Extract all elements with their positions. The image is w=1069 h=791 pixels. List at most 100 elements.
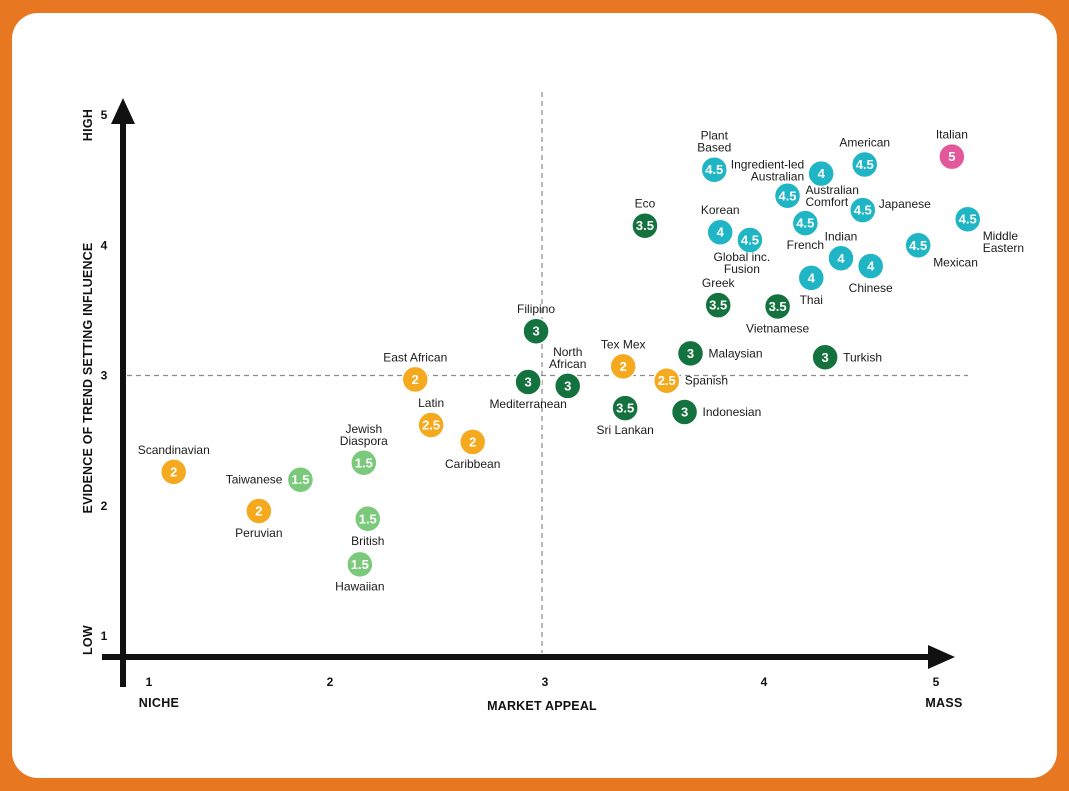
point-eco: 3.5 Eco — [631, 197, 659, 240]
point-plant-based: 4.5 Plant Based — [697, 129, 731, 184]
y-tick-label: 5 — [101, 108, 108, 122]
point-marker — [553, 372, 582, 400]
x-tick-label: 1 — [146, 675, 153, 689]
point-french: 4.5 French — [787, 209, 824, 252]
point-label: British — [351, 534, 384, 548]
point-score: 4.5 — [741, 233, 759, 248]
point-jewish-diaspora: 1.5 Jewish Diaspora — [340, 422, 388, 477]
point-label: Australian Comfort — [806, 183, 859, 209]
point-score: 4 — [717, 225, 725, 240]
x-tick-label: 2 — [327, 675, 334, 689]
point-chinese: 4 Chinese — [849, 252, 893, 295]
point-marker — [856, 252, 885, 280]
point-marker — [827, 244, 855, 273]
point-score: 2.5 — [422, 417, 440, 432]
point-score: 3.5 — [709, 298, 727, 313]
point-mediterranean: 3 Mediterranean — [489, 368, 567, 411]
point-label: Latin — [418, 396, 444, 410]
point-greek: 3.5 Greek — [702, 276, 736, 319]
point-label: Indonesian — [703, 405, 762, 419]
chart-panel — [12, 13, 1057, 778]
point-label: Caribbean — [445, 457, 500, 471]
point-score: 4.5 — [856, 157, 874, 172]
point-score: 3.5 — [636, 218, 654, 233]
point-marker — [704, 291, 732, 319]
point-british: 1.5 British — [351, 505, 384, 548]
point-label: Tex Mex — [601, 337, 646, 351]
point-score: 3 — [532, 324, 539, 339]
point-marker — [670, 398, 699, 426]
point-label: Chinese — [849, 281, 893, 295]
point-label: Italian — [936, 128, 968, 142]
point-marker — [773, 182, 802, 210]
point-korean: 4 Korean — [701, 203, 740, 246]
point-score: 4.5 — [778, 188, 796, 203]
point-score: 4.5 — [959, 212, 977, 227]
point-american: 4.5 American — [839, 135, 890, 179]
y-tick-label: 1 — [101, 629, 108, 643]
point-marker — [522, 317, 550, 345]
point-label: Eco — [635, 197, 656, 211]
x-tick-label: 5 — [933, 675, 940, 689]
point-marker — [953, 205, 982, 233]
point-marker — [245, 497, 273, 525]
point-marker — [763, 292, 792, 321]
point-ingredient-led-australian: 4 Ingredient-led Australian — [731, 158, 835, 188]
point-turkish: 3 Turkish — [811, 343, 882, 372]
point-marker — [904, 231, 932, 259]
point-label: Greek — [702, 276, 736, 290]
point-score: 2 — [255, 503, 262, 518]
point-label: Japanese — [879, 197, 931, 211]
point-latin: 2.5 Latin — [417, 396, 445, 439]
point-thai: 4 Thai — [797, 264, 826, 307]
point-score: 2 — [412, 372, 419, 387]
point-score: 3 — [525, 375, 532, 390]
x-tick-label: 4 — [761, 675, 768, 689]
point-marker — [736, 226, 764, 254]
point-mexican: 4.5 Mexican — [904, 231, 978, 269]
point-marker — [849, 196, 877, 224]
point-marker — [458, 428, 487, 456]
point-peruvian: 2 Peruvian — [235, 497, 283, 540]
point-filipino: 3 Filipino — [517, 302, 555, 345]
point-middle-eastern: 4.5 Middle Eastern — [953, 205, 1024, 255]
point-vietnamese: 3.5 Vietnamese — [746, 292, 810, 335]
y-axis-high-label: HIGH — [81, 109, 95, 141]
point-taiwanese: 1.5 Taiwanese — [226, 465, 315, 494]
y-axis-title: EVIDENCE OF TREND SETTING INFLUENCE — [81, 243, 95, 514]
point-score: 2 — [469, 434, 476, 449]
point-caribbean: 2 Caribbean — [445, 428, 500, 471]
y-axis-low-label: LOW — [81, 625, 95, 655]
point-label: Middle Eastern — [983, 229, 1024, 255]
point-label: Sri Lankan — [596, 423, 653, 437]
x-axis-low-label: NICHE — [139, 696, 179, 710]
point-label: East African — [383, 350, 447, 364]
point-score: 2 — [620, 359, 627, 374]
point-label: Spanish — [685, 374, 728, 388]
point-label: Plant Based — [697, 129, 731, 155]
point-marker — [706, 218, 734, 246]
point-indonesian: 3 Indonesian — [670, 398, 762, 426]
point-north-african: 3 North African — [549, 345, 586, 400]
data-points: 5 Italian 4.5 American 4.5 Plant Based 4 Ingredi… — [138, 128, 1024, 594]
y-tick-label: 3 — [101, 369, 108, 383]
point-tex-mex: 2 Tex Mex — [601, 337, 646, 381]
point-score: 1.5 — [291, 472, 309, 487]
point-global-inc-fusion: 4.5 Global inc. Fusion — [714, 226, 771, 276]
point-score: 3.5 — [616, 401, 634, 416]
point-marker — [286, 465, 315, 494]
point-marker — [350, 449, 378, 477]
point-marker — [611, 394, 639, 422]
point-spanish: 2.5 Spanish — [652, 366, 728, 395]
point-score: 4.5 — [705, 162, 723, 177]
point-marker — [354, 505, 382, 533]
point-marker — [700, 155, 729, 184]
point-score: 2 — [170, 464, 177, 479]
point-label: Vietnamese — [746, 321, 809, 335]
point-marker — [401, 365, 430, 394]
point-label: Global inc. Fusion — [714, 250, 771, 276]
point-japanese: 4.5 Japanese — [849, 196, 931, 224]
x-axis-title: MARKET APPEAL — [487, 699, 597, 713]
point-marker — [850, 150, 879, 179]
